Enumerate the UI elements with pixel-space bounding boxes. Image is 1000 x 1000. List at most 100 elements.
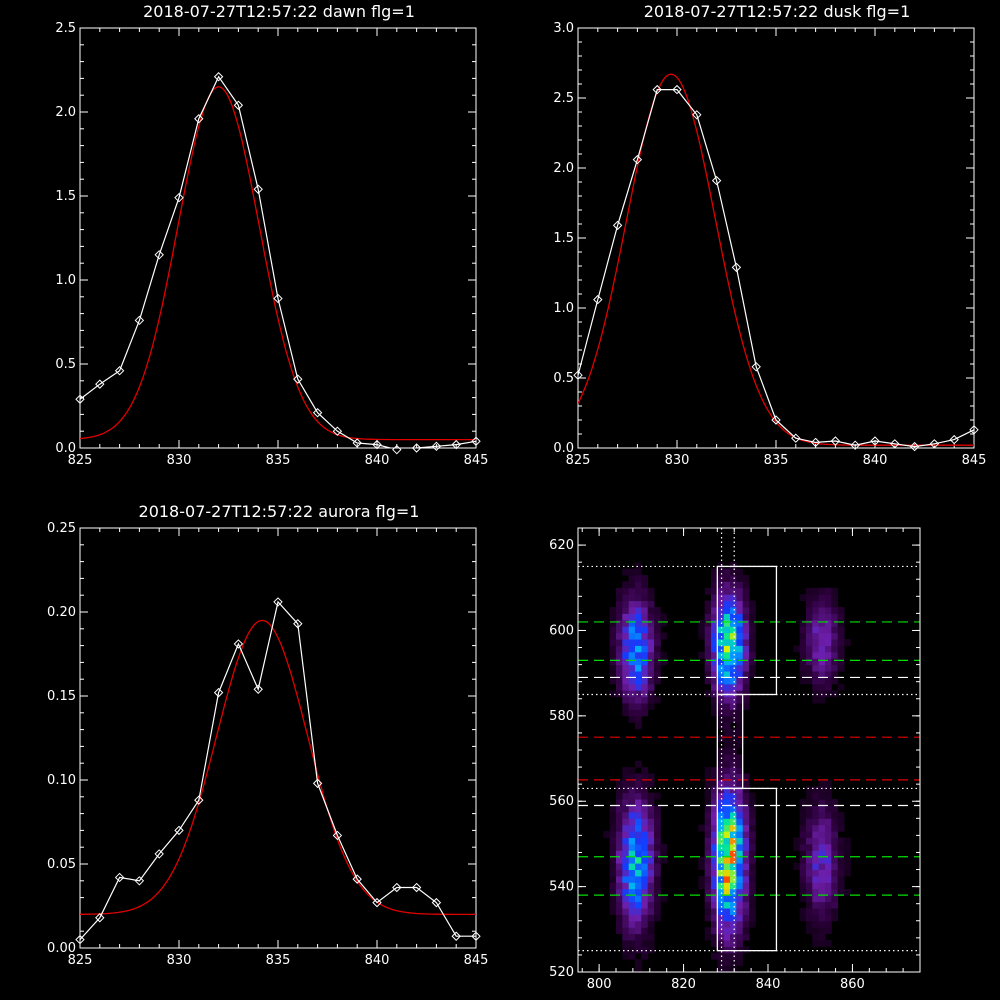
heatmap-cell [641,920,649,928]
heatmap-cell [812,882,820,890]
heatmap-cell [730,952,737,960]
heatmap-cell [749,850,756,858]
heatmap-cell [622,908,630,915]
heatmap-cell [635,594,642,602]
heatmap-cell [698,856,706,864]
heatmap-cell [749,799,756,806]
heatmap-cell [837,632,845,640]
heatmap-cell [654,895,661,903]
heatmap-cell [749,639,756,646]
heatmap-cell [641,831,649,838]
heatmap-cell [818,882,826,890]
heatmap-cell [749,613,756,621]
heatmap-cell [799,831,807,838]
heatmap-cell [628,818,636,826]
heatmap-cell [616,895,623,903]
heatmap-cell [622,805,630,813]
heatmap-cell [723,824,731,832]
heatmap-cell [825,805,832,813]
heatmap-cell [742,875,750,883]
heatmap-cell [730,831,737,838]
heatmap-cell [736,805,744,813]
heatmap-cell [742,895,750,903]
heatmap-cell [723,850,731,858]
heatmap-cell [654,837,661,845]
heatmap-cell [723,677,731,685]
heatmap-cell [616,792,623,800]
heatmap-cell [635,645,642,653]
heatmap-cell [723,927,731,935]
heatmap-cell [749,901,756,909]
heatmap-cell [616,927,623,935]
data-point [273,293,283,304]
heatmap-cell [609,824,617,832]
heatmap-cell [660,856,668,864]
data-point [253,184,263,194]
heatmap-cell [812,914,820,922]
y-tick-label: 0.00 [47,941,76,956]
heatmap-cell [812,843,820,851]
heatmap-cell [825,882,832,890]
heatmap-cell [654,677,661,685]
heatmap-cell [616,600,623,608]
heatmap-cell [711,651,718,659]
heatmap-cell [799,639,807,646]
heatmap-cell [711,837,718,845]
heatmap-cell [647,818,655,826]
heatmap-cell [825,626,832,634]
heatmap-cell [635,664,642,672]
heatmap-cell [717,882,725,890]
heatmap-cell [641,767,649,774]
heatmap-cell [641,888,649,896]
heatmap-cell [825,671,832,678]
heatmap-cell [711,671,718,678]
y-tick-label: 520 [549,965,574,980]
y-tick-label: 3.0 [553,21,574,36]
heatmap-cell [799,863,807,870]
heatmap-cell [654,632,661,640]
heatmap-cell [641,703,649,710]
heatmap-cell [736,940,744,947]
data-point [751,362,761,372]
heatmap-cell [831,856,839,864]
heatmap-cell [717,619,725,627]
heatmap-cell [641,952,649,960]
data-point [451,439,461,450]
heatmap-cell [622,940,630,947]
heatmap-cell [641,671,649,678]
heatmap-cell [818,908,826,915]
data-point [95,379,105,389]
heatmap-cell [711,568,718,576]
heatmap-cell [831,818,839,826]
heatmap-cell [622,658,630,666]
heatmap-cell [723,645,731,653]
heatmap-cell [730,626,737,634]
heatmap-cell [654,818,661,826]
heatmap-cell [717,837,725,845]
heatmap-cell [622,786,630,794]
heatmap-cell [825,639,832,646]
heatmap-cell [717,850,725,858]
heatmap-cell [635,818,642,826]
heatmap-cell [622,869,630,877]
y-tick-label: 1.0 [55,273,76,288]
heatmap-cell [717,779,725,787]
heatmap-cell [622,920,630,928]
heatmap-cell [742,888,750,896]
heatmap-cell [812,933,820,941]
data-point [233,639,244,649]
x-tick-label: 825 [566,453,591,468]
x-tick-label: 840 [756,977,781,992]
heatmap-cell [742,882,750,890]
heatmap-cell [635,908,642,915]
heatmap-cell [736,831,744,838]
heatmap-cell [635,600,642,608]
heatmap-cell [831,645,839,653]
data-point [612,220,623,231]
heatmap-cell [730,940,737,947]
heatmap-cell [742,683,750,691]
heatmap-cell [818,779,826,787]
data-point [75,394,85,404]
heatmap-cell [749,818,756,826]
heatmap-cell [616,811,623,819]
